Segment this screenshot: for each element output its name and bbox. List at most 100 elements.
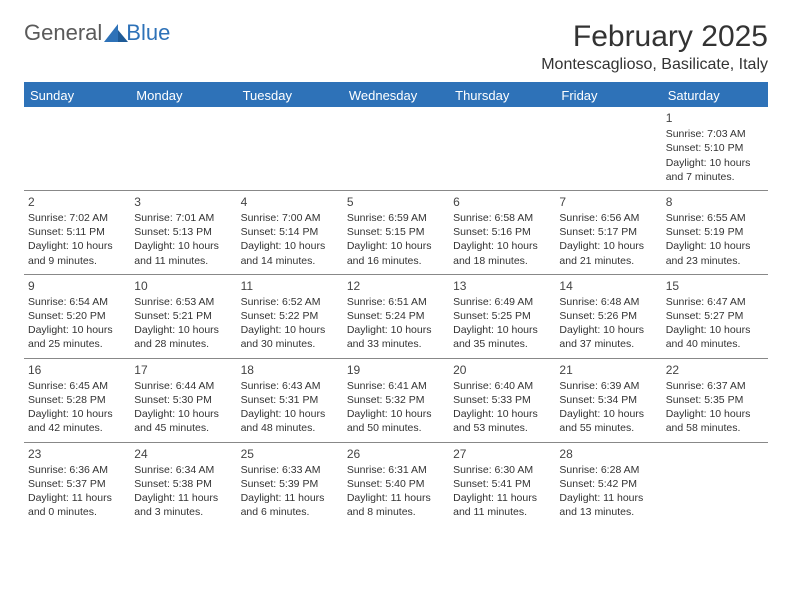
- sunrise-text: Sunrise: 6:59 AM: [347, 211, 445, 225]
- sunset-text: Sunset: 5:34 PM: [559, 393, 657, 407]
- calendar-cell: 18Sunrise: 6:43 AMSunset: 5:31 PMDayligh…: [237, 358, 343, 442]
- sunrise-text: Sunrise: 6:51 AM: [347, 295, 445, 309]
- logo-text-1: General: [24, 20, 102, 46]
- sunset-text: Sunset: 5:38 PM: [134, 477, 232, 491]
- sunrise-text: Sunrise: 6:36 AM: [28, 463, 126, 477]
- day-number: 4: [241, 194, 339, 210]
- title-block: February 2025 Montescaglioso, Basilicate…: [541, 20, 768, 74]
- sunrise-text: Sunrise: 6:45 AM: [28, 379, 126, 393]
- sunset-text: Sunset: 5:35 PM: [666, 393, 764, 407]
- month-title: February 2025: [541, 20, 768, 54]
- day-number: 13: [453, 278, 551, 294]
- day-number: 16: [28, 362, 126, 378]
- sunrise-text: Sunrise: 6:53 AM: [134, 295, 232, 309]
- calendar-cell: 17Sunrise: 6:44 AMSunset: 5:30 PMDayligh…: [130, 358, 236, 442]
- day-number: 8: [666, 194, 764, 210]
- sunrise-text: Sunrise: 6:54 AM: [28, 295, 126, 309]
- sunset-text: Sunset: 5:24 PM: [347, 309, 445, 323]
- sunrise-text: Sunrise: 7:02 AM: [28, 211, 126, 225]
- sunset-text: Sunset: 5:17 PM: [559, 225, 657, 239]
- sunrise-text: Sunrise: 6:44 AM: [134, 379, 232, 393]
- day-number: 2: [28, 194, 126, 210]
- day-number: 17: [134, 362, 232, 378]
- day-number: 1: [666, 110, 764, 126]
- calendar-cell: [555, 107, 661, 190]
- day-header: Friday: [555, 84, 661, 107]
- sunset-text: Sunset: 5:33 PM: [453, 393, 551, 407]
- calendar-cell: 20Sunrise: 6:40 AMSunset: 5:33 PMDayligh…: [449, 358, 555, 442]
- daylight-text: Daylight: 10 hours and 21 minutes.: [559, 239, 657, 267]
- calendar-cell: 27Sunrise: 6:30 AMSunset: 5:41 PMDayligh…: [449, 442, 555, 525]
- day-number: 14: [559, 278, 657, 294]
- calendar-cell: 26Sunrise: 6:31 AMSunset: 5:40 PMDayligh…: [343, 442, 449, 525]
- calendar-cell: 9Sunrise: 6:54 AMSunset: 5:20 PMDaylight…: [24, 274, 130, 358]
- calendar-cell: 1Sunrise: 7:03 AMSunset: 5:10 PMDaylight…: [662, 107, 768, 190]
- sunrise-text: Sunrise: 6:47 AM: [666, 295, 764, 309]
- daylight-text: Daylight: 10 hours and 14 minutes.: [241, 239, 339, 267]
- header: General Blue February 2025 Montescaglios…: [24, 20, 768, 74]
- daylight-text: Daylight: 10 hours and 53 minutes.: [453, 407, 551, 435]
- sunset-text: Sunset: 5:19 PM: [666, 225, 764, 239]
- calendar-cell: 12Sunrise: 6:51 AMSunset: 5:24 PMDayligh…: [343, 274, 449, 358]
- sunrise-text: Sunrise: 6:33 AM: [241, 463, 339, 477]
- daylight-text: Daylight: 10 hours and 37 minutes.: [559, 323, 657, 351]
- daylight-text: Daylight: 10 hours and 42 minutes.: [28, 407, 126, 435]
- day-number: 20: [453, 362, 551, 378]
- sunset-text: Sunset: 5:40 PM: [347, 477, 445, 491]
- calendar-cell: 25Sunrise: 6:33 AMSunset: 5:39 PMDayligh…: [237, 442, 343, 525]
- daylight-text: Daylight: 11 hours and 0 minutes.: [28, 491, 126, 519]
- calendar-week-row: 16Sunrise: 6:45 AMSunset: 5:28 PMDayligh…: [24, 358, 768, 442]
- daylight-text: Daylight: 11 hours and 3 minutes.: [134, 491, 232, 519]
- daylight-text: Daylight: 10 hours and 45 minutes.: [134, 407, 232, 435]
- calendar-table: Sunday Monday Tuesday Wednesday Thursday…: [24, 84, 768, 525]
- day-number: 9: [28, 278, 126, 294]
- calendar-cell: 3Sunrise: 7:01 AMSunset: 5:13 PMDaylight…: [130, 190, 236, 274]
- sunrise-text: Sunrise: 6:39 AM: [559, 379, 657, 393]
- day-number: 11: [241, 278, 339, 294]
- sunset-text: Sunset: 5:27 PM: [666, 309, 764, 323]
- day-number: 18: [241, 362, 339, 378]
- sunrise-text: Sunrise: 6:30 AM: [453, 463, 551, 477]
- calendar-cell: 11Sunrise: 6:52 AMSunset: 5:22 PMDayligh…: [237, 274, 343, 358]
- calendar-week-row: 23Sunrise: 6:36 AMSunset: 5:37 PMDayligh…: [24, 442, 768, 525]
- sunrise-text: Sunrise: 6:52 AM: [241, 295, 339, 309]
- day-number: 23: [28, 446, 126, 462]
- sunset-text: Sunset: 5:41 PM: [453, 477, 551, 491]
- sunset-text: Sunset: 5:14 PM: [241, 225, 339, 239]
- sunset-text: Sunset: 5:11 PM: [28, 225, 126, 239]
- day-header: Wednesday: [343, 84, 449, 107]
- calendar-cell: [343, 107, 449, 190]
- day-header: Tuesday: [237, 84, 343, 107]
- day-header: Monday: [130, 84, 236, 107]
- sunset-text: Sunset: 5:28 PM: [28, 393, 126, 407]
- day-header: Sunday: [24, 84, 130, 107]
- calendar-cell: 4Sunrise: 7:00 AMSunset: 5:14 PMDaylight…: [237, 190, 343, 274]
- sunrise-text: Sunrise: 7:03 AM: [666, 127, 764, 141]
- sunset-text: Sunset: 5:39 PM: [241, 477, 339, 491]
- logo-triangle-icon: [104, 24, 128, 42]
- daylight-text: Daylight: 10 hours and 23 minutes.: [666, 239, 764, 267]
- daylight-text: Daylight: 11 hours and 8 minutes.: [347, 491, 445, 519]
- logo-text-2: Blue: [126, 20, 170, 46]
- day-header: Thursday: [449, 84, 555, 107]
- sunrise-text: Sunrise: 6:55 AM: [666, 211, 764, 225]
- sunrise-text: Sunrise: 6:40 AM: [453, 379, 551, 393]
- sunrise-text: Sunrise: 7:01 AM: [134, 211, 232, 225]
- daylight-text: Daylight: 11 hours and 11 minutes.: [453, 491, 551, 519]
- calendar-cell: 19Sunrise: 6:41 AMSunset: 5:32 PMDayligh…: [343, 358, 449, 442]
- calendar-week-row: 1Sunrise: 7:03 AMSunset: 5:10 PMDaylight…: [24, 107, 768, 190]
- calendar-cell: 24Sunrise: 6:34 AMSunset: 5:38 PMDayligh…: [130, 442, 236, 525]
- calendar-cell: 7Sunrise: 6:56 AMSunset: 5:17 PMDaylight…: [555, 190, 661, 274]
- sunset-text: Sunset: 5:37 PM: [28, 477, 126, 491]
- day-header-row: Sunday Monday Tuesday Wednesday Thursday…: [24, 84, 768, 107]
- day-number: 6: [453, 194, 551, 210]
- daylight-text: Daylight: 11 hours and 6 minutes.: [241, 491, 339, 519]
- day-number: 12: [347, 278, 445, 294]
- daylight-text: Daylight: 10 hours and 25 minutes.: [28, 323, 126, 351]
- sunrise-text: Sunrise: 6:43 AM: [241, 379, 339, 393]
- calendar-cell: 28Sunrise: 6:28 AMSunset: 5:42 PMDayligh…: [555, 442, 661, 525]
- daylight-text: Daylight: 11 hours and 13 minutes.: [559, 491, 657, 519]
- calendar-cell: [237, 107, 343, 190]
- daylight-text: Daylight: 10 hours and 48 minutes.: [241, 407, 339, 435]
- day-number: 15: [666, 278, 764, 294]
